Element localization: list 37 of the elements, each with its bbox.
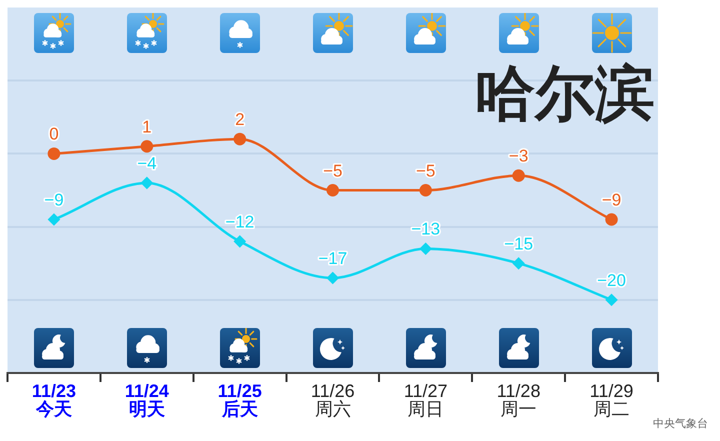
data-label: −13 xyxy=(411,220,440,239)
text: 中央气象台 xyxy=(653,417,708,430)
point xyxy=(48,214,60,226)
x-tick-label: 11/25 后天 xyxy=(218,380,262,419)
x-tick-label: 11/23 今天 xyxy=(32,380,76,419)
x-tick-label: 11/28 周一 xyxy=(496,380,540,419)
text: 哈尔滨 xyxy=(475,60,655,128)
point xyxy=(512,169,525,182)
data-label: −9 xyxy=(44,190,64,210)
data-label: −3 xyxy=(508,146,528,166)
point xyxy=(419,184,432,196)
point xyxy=(420,242,432,254)
data-label: −4 xyxy=(137,154,157,173)
point xyxy=(234,236,246,248)
data-label: −20 xyxy=(597,270,626,290)
x-tick-label: 11/29 周二 xyxy=(590,380,634,419)
x-tick-label: 11/27 周日 xyxy=(404,380,448,419)
point xyxy=(326,184,339,196)
data-label: 2 xyxy=(235,110,245,130)
data-label: 1 xyxy=(142,117,152,136)
point xyxy=(48,147,60,160)
point xyxy=(140,140,154,153)
point xyxy=(141,177,153,189)
x-tick-label: 11/24 明天 xyxy=(124,380,169,419)
point xyxy=(606,294,618,306)
data-label: −15 xyxy=(504,234,534,254)
data-label: −17 xyxy=(318,248,348,268)
point xyxy=(605,213,618,226)
data-label: −12 xyxy=(225,212,254,232)
point xyxy=(234,132,246,146)
point xyxy=(512,258,524,270)
x-tick-label: 11/26 周六 xyxy=(310,380,355,419)
data-label: 0 xyxy=(49,124,59,144)
data-label: −9 xyxy=(602,190,622,210)
data-label: −5 xyxy=(323,161,342,180)
point xyxy=(327,272,338,284)
data-label: −5 xyxy=(416,161,436,180)
